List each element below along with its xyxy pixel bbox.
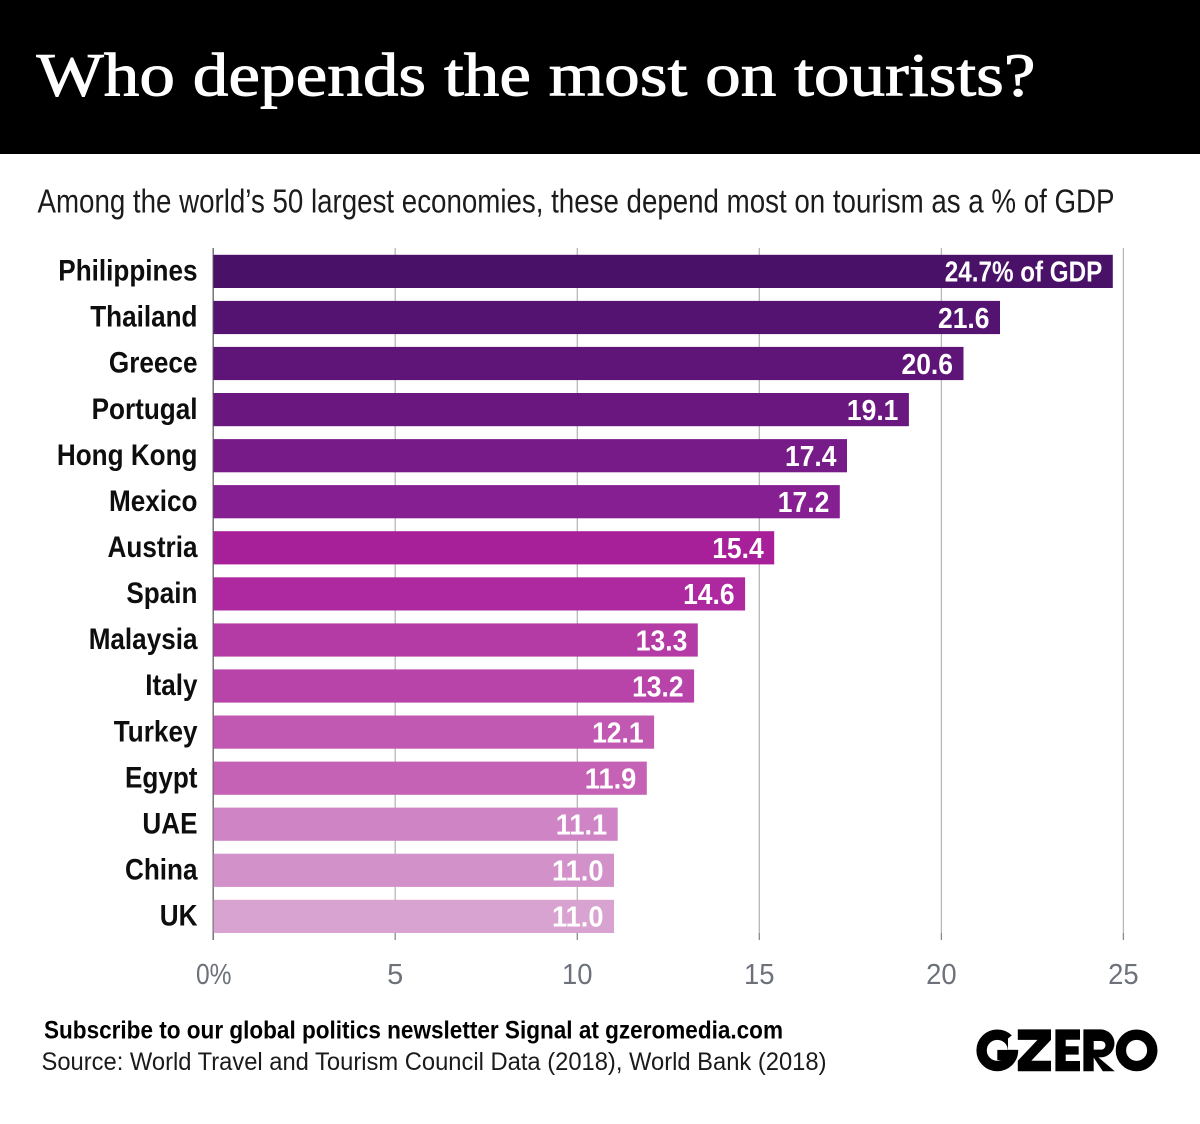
svg-text:24.7% of GDP: 24.7% of GDP [945, 257, 1103, 289]
svg-text:20: 20 [926, 959, 957, 991]
svg-text:Mexico: Mexico [109, 485, 198, 518]
svg-text:Portugal: Portugal [92, 393, 198, 426]
svg-text:17.4: 17.4 [785, 441, 837, 473]
svg-text:Turkey: Turkey [114, 715, 198, 748]
svg-text:5: 5 [387, 959, 403, 991]
svg-text:Source: World Travel and Touri: Source: World Travel and Tourism Council… [42, 1048, 827, 1076]
svg-text:11.9: 11.9 [585, 764, 637, 796]
svg-text:14.6: 14.6 [683, 579, 735, 611]
svg-text:25: 25 [1108, 959, 1139, 991]
svg-text:Thailand: Thailand [90, 301, 197, 334]
svg-text:UK: UK [160, 900, 198, 933]
svg-text:12.1: 12.1 [592, 717, 644, 749]
svg-text:Austria: Austria [108, 531, 198, 564]
svg-text:Among the world’s 50 largest e: Among the world’s 50 largest economies, … [38, 184, 1115, 221]
svg-text:13.2: 13.2 [632, 671, 684, 703]
svg-text:Hong Kong: Hong Kong [57, 439, 198, 472]
svg-text:20.6: 20.6 [902, 349, 954, 381]
svg-text:Italy: Italy [145, 669, 197, 702]
svg-text:17.2: 17.2 [778, 487, 830, 519]
svg-text:Philippines: Philippines [58, 255, 197, 288]
svg-text:Subscribe to our global politi: Subscribe to our global politics newslet… [44, 1017, 783, 1045]
svg-text:11.1: 11.1 [556, 810, 608, 842]
svg-text:Spain: Spain [126, 577, 197, 610]
svg-text:15: 15 [744, 959, 775, 991]
svg-text:China: China [125, 854, 198, 887]
svg-text:Who depends the most on touris: Who depends the most on tourists? [37, 43, 1036, 110]
svg-text:Malaysia: Malaysia [89, 623, 198, 656]
svg-text:0%: 0% [196, 959, 232, 991]
svg-text:15.4: 15.4 [712, 533, 764, 565]
svg-text:19.1: 19.1 [847, 395, 899, 427]
svg-text:13.3: 13.3 [636, 625, 688, 657]
svg-text:10: 10 [562, 959, 593, 991]
svg-text:11.0: 11.0 [552, 856, 604, 888]
svg-text:21.6: 21.6 [938, 303, 990, 335]
svg-text:Greece: Greece [109, 347, 198, 380]
svg-text:Egypt: Egypt [125, 761, 198, 794]
svg-text:UAE: UAE [142, 807, 197, 840]
svg-text:11.0: 11.0 [552, 902, 604, 934]
